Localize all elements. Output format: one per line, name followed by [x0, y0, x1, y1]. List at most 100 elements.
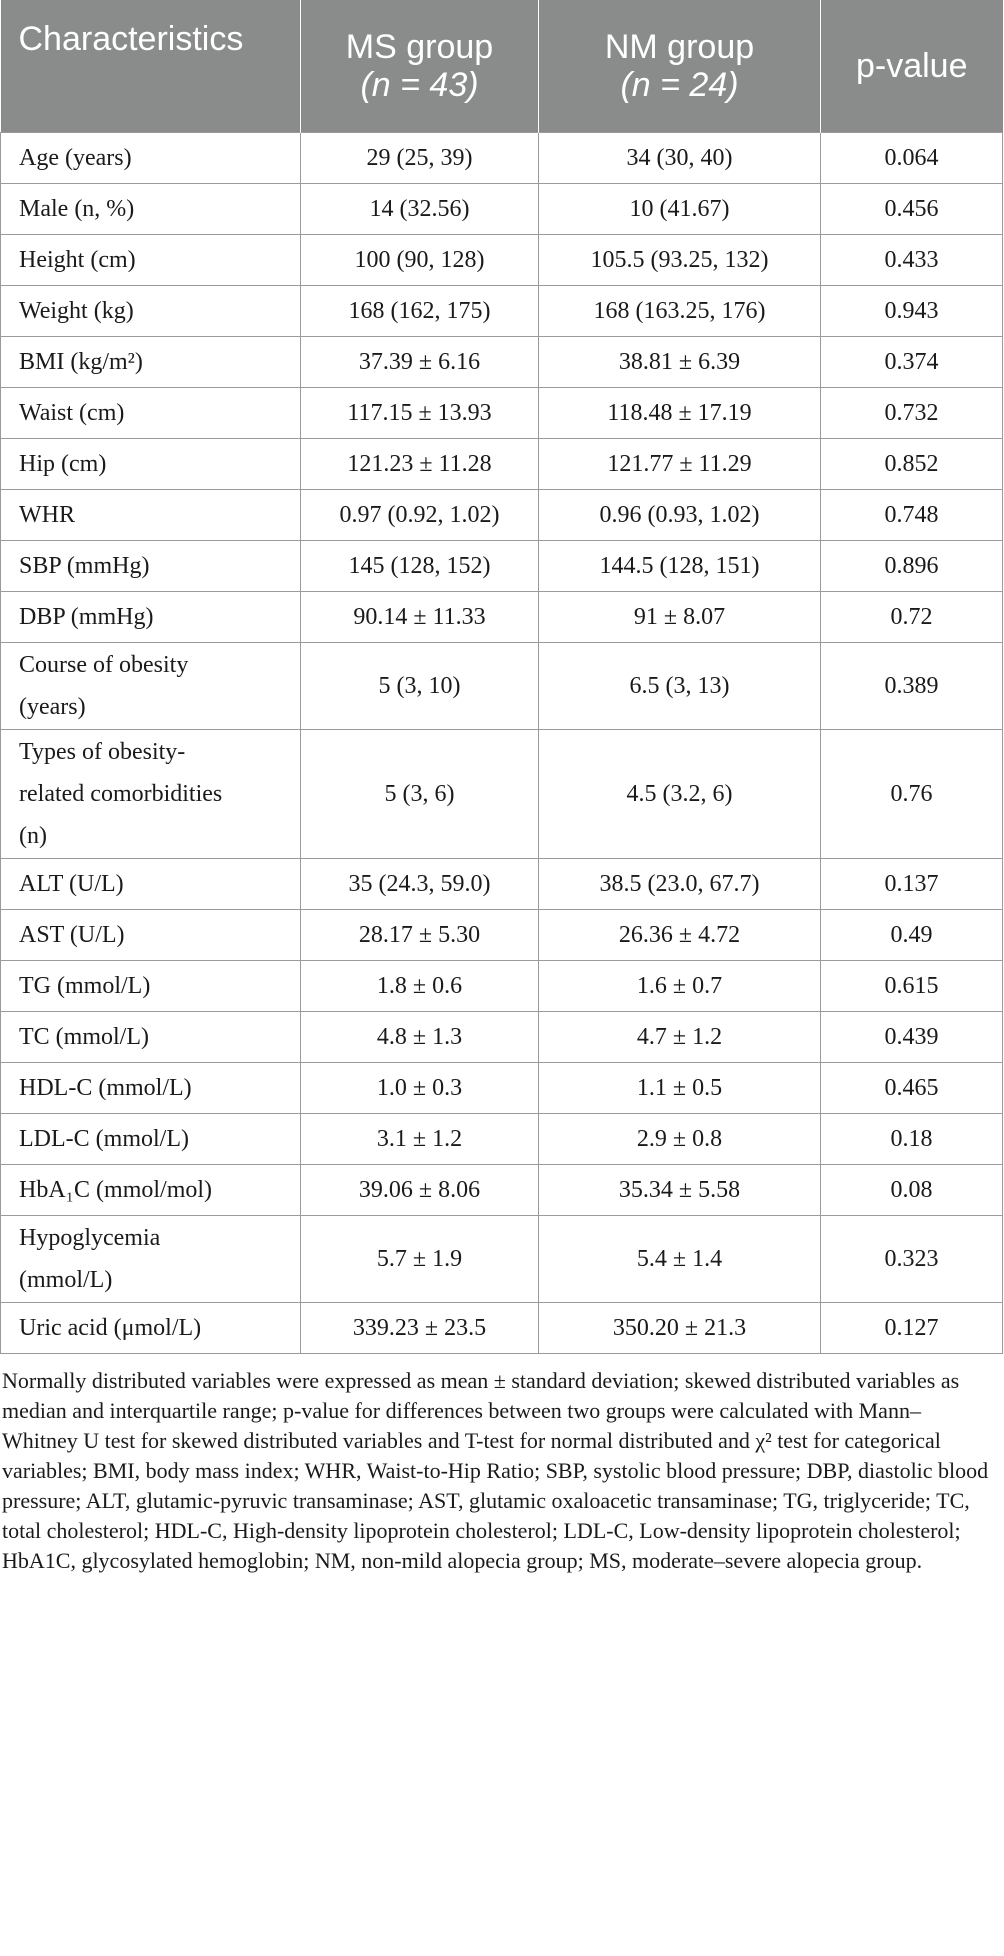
ms-group-value: 5 (3, 10): [300, 642, 539, 730]
table-row: HDL-C (mmol/L) 1.0 ± 0.3 1.1 ± 0.5 0.465: [0, 1062, 1003, 1114]
nm-group-value: 168 (163.25, 176): [538, 285, 821, 337]
header-nm-group: NM group (n = 24): [538, 0, 821, 133]
row-label: Waist (cm): [0, 387, 301, 439]
table-row: AST (U/L) 28.17 ± 5.30 26.36 ± 4.72 0.49: [0, 909, 1003, 961]
p-value: 0.456: [820, 183, 1003, 235]
row-label: Male (n, %): [0, 183, 301, 235]
table-row: Age (years) 29 (25, 39) 34 (30, 40) 0.064: [0, 132, 1003, 184]
ms-group-value: 14 (32.56): [300, 183, 539, 235]
p-value: 0.465: [820, 1062, 1003, 1114]
p-value: 0.72: [820, 591, 1003, 643]
ms-group-value: 4.8 ± 1.3: [300, 1011, 539, 1063]
nm-group-value: 38.5 (23.0, 67.7): [538, 858, 821, 910]
row-label: Course of obesity (years): [0, 642, 301, 730]
ms-group-value: 1.8 ± 0.6: [300, 960, 539, 1012]
header-characteristics: Characteristics: [0, 0, 301, 133]
nm-group-value: 4.5 (3.2, 6): [538, 729, 821, 859]
table-row: TG (mmol/L) 1.8 ± 0.6 1.6 ± 0.7 0.615: [0, 960, 1003, 1012]
table-row: Course of obesity (years) 5 (3, 10) 6.5 (3,…: [0, 642, 1003, 730]
row-label-line: (years): [19, 694, 86, 720]
row-label: Types of obesity-related comorbidities (n…: [0, 729, 301, 859]
row-label-line: Types of obesity-: [19, 739, 186, 765]
nm-group-value: 91 ± 8.07: [538, 591, 821, 643]
header-nm-group-title: NM group: [604, 28, 755, 66]
nm-group-value: 1.6 ± 0.7: [538, 960, 821, 1012]
table-row: WHR 0.97 (0.92, 1.02) 0.96 (0.93, 1.02) 0.7…: [0, 489, 1003, 541]
nm-group-value: 5.4 ± 1.4: [538, 1215, 821, 1303]
p-value: 0.433: [820, 234, 1003, 286]
ms-group-value: 5 (3, 6): [300, 729, 539, 859]
row-label: LDL-C (mmol/L): [0, 1113, 301, 1165]
ms-group-value: 28.17 ± 5.30: [300, 909, 539, 961]
header-ms-group-title: MS group: [345, 28, 494, 66]
row-label: HbA₁C (mmol/mol): [0, 1164, 301, 1216]
table-row: BMI (kg/m²) 37.39 ± 6.16 38.81 ± 6.39 0.374: [0, 336, 1003, 388]
p-value: 0.943: [820, 285, 1003, 337]
table-row: Hypoglycemia (mmol/L) 5.7 ± 1.9 5.4 ± 1.4 0.…: [0, 1215, 1003, 1303]
row-label-line: (mmol/L): [19, 1267, 113, 1293]
nm-group-value: 144.5 (128, 151): [538, 540, 821, 592]
ms-group-value: 90.14 ± 11.33: [300, 591, 539, 643]
row-label-line: Hypoglycemia: [19, 1225, 161, 1251]
row-label: Hypoglycemia (mmol/L): [0, 1215, 301, 1303]
p-value: 0.732: [820, 387, 1003, 439]
nm-group-value: 38.81 ± 6.39: [538, 336, 821, 388]
nm-group-value: 34 (30, 40): [538, 132, 821, 184]
table-body: Age (years) 29 (25, 39) 34 (30, 40) 0.064 Ma…: [0, 132, 1003, 1354]
ms-group-value: 39.06 ± 8.06: [300, 1164, 539, 1216]
row-label: Hip (cm): [0, 438, 301, 490]
p-value: 0.49: [820, 909, 1003, 961]
ms-group-value: 5.7 ± 1.9: [300, 1215, 539, 1303]
p-value: 0.748: [820, 489, 1003, 541]
row-label: AST (U/L): [0, 909, 301, 961]
ms-group-value: 121.23 ± 11.28: [300, 438, 539, 490]
nm-group-value: 121.77 ± 11.29: [538, 438, 821, 490]
table-row: LDL-C (mmol/L) 3.1 ± 1.2 2.9 ± 0.8 0.18: [0, 1113, 1003, 1165]
table-row: Weight (kg) 168 (162, 175) 168 (163.25, 17…: [0, 285, 1003, 337]
nm-group-value: 35.34 ± 5.58: [538, 1164, 821, 1216]
header-nm-group-n: (n = 24): [620, 66, 739, 104]
p-value: 0.323: [820, 1215, 1003, 1303]
p-value: 0.389: [820, 642, 1003, 730]
ms-group-value: 1.0 ± 0.3: [300, 1062, 539, 1114]
row-label-line: (n): [19, 823, 47, 849]
ms-group-value: 3.1 ± 1.2: [300, 1113, 539, 1165]
p-value: 0.374: [820, 336, 1003, 388]
p-value: 0.18: [820, 1113, 1003, 1165]
row-label: BMI (kg/m²): [0, 336, 301, 388]
nm-group-value: 350.20 ± 21.3: [538, 1302, 821, 1354]
table-footnote: Normally distributed variables were expr…: [2, 1368, 989, 1573]
nm-group-value: 118.48 ± 17.19: [538, 387, 821, 439]
nm-group-value: 4.7 ± 1.2: [538, 1011, 821, 1063]
nm-group-value: 6.5 (3, 13): [538, 642, 821, 730]
header-ms-group: MS group (n = 43): [300, 0, 539, 133]
table-header: Characteristics MS group (n = 43) NM gro…: [0, 0, 1003, 133]
ms-group-value: 0.97 (0.92, 1.02): [300, 489, 539, 541]
p-value: 0.852: [820, 438, 1003, 490]
ms-group-value: 37.39 ± 6.16: [300, 336, 539, 388]
table-row: Hip (cm) 121.23 ± 11.28 121.77 ± 11.29 0.85…: [0, 438, 1003, 490]
p-value: 0.127: [820, 1302, 1003, 1354]
p-value: 0.439: [820, 1011, 1003, 1063]
table-container: Characteristics MS group (n = 43) NM gro…: [0, 0, 1003, 1573]
table-row: Types of obesity-related comorbidities (n…: [0, 729, 1003, 859]
row-label-line: Course of obesity: [19, 652, 189, 678]
table-row: Male (n, %) 14 (32.56) 10 (41.67) 0.456: [0, 183, 1003, 235]
ms-group-value: 145 (128, 152): [300, 540, 539, 592]
nm-group-value: 26.36 ± 4.72: [538, 909, 821, 961]
header-row: Characteristics MS group (n = 43) NM gro…: [0, 0, 1003, 133]
p-value: 0.615: [820, 960, 1003, 1012]
row-label: Uric acid (μmol/L): [0, 1302, 301, 1354]
row-label: TC (mmol/L): [0, 1011, 301, 1063]
p-value: 0.76: [820, 729, 1003, 859]
table-row: HbA₁C (mmol/mol) 39.06 ± 8.06 35.34 ± 5.58…: [0, 1164, 1003, 1216]
row-label: WHR: [0, 489, 301, 541]
table-row: TC (mmol/L) 4.8 ± 1.3 4.7 ± 1.2 0.439: [0, 1011, 1003, 1063]
ms-group-value: 168 (162, 175): [300, 285, 539, 337]
row-label: TG (mmol/L): [0, 960, 301, 1012]
row-label: Height (cm): [0, 234, 301, 286]
p-value: 0.08: [820, 1164, 1003, 1216]
row-label: Weight (kg): [0, 285, 301, 337]
table-row: ALT (U/L) 35 (24.3, 59.0) 38.5 (23.0, 67.7…: [0, 858, 1003, 910]
nm-group-value: 0.96 (0.93, 1.02): [538, 489, 821, 541]
